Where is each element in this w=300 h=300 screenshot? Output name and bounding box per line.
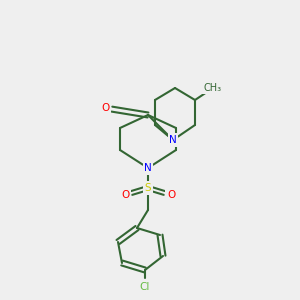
Text: N: N — [169, 135, 177, 145]
Text: Cl: Cl — [140, 282, 150, 292]
Text: O: O — [101, 103, 109, 113]
Text: O: O — [167, 190, 175, 200]
Text: CH₃: CH₃ — [204, 83, 222, 93]
Text: O: O — [121, 190, 129, 200]
Text: S: S — [145, 183, 151, 193]
Text: N: N — [144, 163, 152, 173]
